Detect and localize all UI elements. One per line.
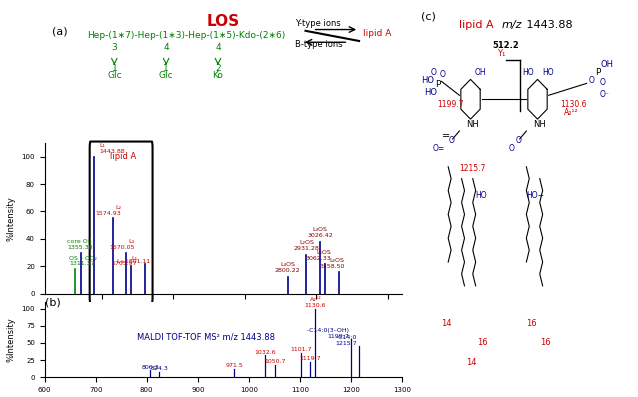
Text: 1: 1: [112, 64, 117, 73]
Text: OS – CO₂
1311.37: OS – CO₂ 1311.37: [69, 256, 97, 266]
Text: L₄OS
2800.22: L₄OS 2800.22: [275, 262, 300, 273]
Text: L₅
1705.97: L₅ 1705.97: [112, 256, 137, 266]
Text: L₄ 1801.11: L₄ 1801.11: [117, 258, 151, 264]
Text: 3: 3: [112, 43, 117, 52]
Text: 1199.7: 1199.7: [437, 100, 464, 109]
Text: m/z: m/z: [501, 20, 523, 30]
Y-axis label: %Intensity: %Intensity: [7, 196, 16, 241]
Text: L₃OS
3026.42: L₃OS 3026.42: [307, 227, 333, 237]
Text: 1119.7: 1119.7: [299, 357, 321, 361]
Text: (b): (b): [45, 297, 61, 307]
Text: lipid A: lipid A: [110, 152, 137, 161]
Text: –C14:0
1215.7: –C14:0 1215.7: [336, 335, 357, 346]
Text: Y-type ions: Y-type ions: [295, 19, 341, 28]
Text: P: P: [595, 68, 601, 77]
Text: 16: 16: [526, 318, 537, 328]
Text: 14: 14: [466, 358, 477, 367]
Text: O: O: [589, 76, 595, 85]
Text: 1050.7: 1050.7: [264, 359, 285, 364]
Text: lipid A: lipid A: [362, 29, 391, 38]
Text: L₅OS
3062.33: L₅OS 3062.33: [305, 250, 331, 261]
Text: =: =: [441, 131, 450, 141]
Text: Glc: Glc: [159, 71, 174, 80]
Text: Y₁
512.2: Y₁ 512.2: [0, 396, 1, 397]
Text: (c): (c): [421, 12, 436, 22]
Text: 16: 16: [540, 338, 551, 347]
Text: 4: 4: [215, 43, 221, 52]
Text: OH: OH: [600, 60, 613, 69]
Text: 824.3: 824.3: [150, 366, 168, 371]
Text: O: O: [439, 70, 445, 79]
Text: L₁
1443.88: L₁ 1443.88: [100, 143, 125, 154]
Text: HO: HO: [421, 76, 434, 85]
Text: 971.5: 971.5: [225, 363, 243, 368]
Text: 806.3: 806.3: [141, 364, 159, 370]
Text: (a): (a): [52, 27, 68, 37]
Text: O⁻: O⁻: [600, 90, 610, 99]
Y-axis label: %Intensity: %Intensity: [7, 317, 16, 362]
Text: OH: OH: [475, 68, 487, 77]
Text: 14: 14: [441, 318, 452, 328]
Text: core OS
1355.38: core OS 1355.38: [67, 239, 93, 250]
Text: 1101.7: 1101.7: [290, 347, 311, 353]
Text: lipid A: lipid A: [459, 20, 498, 30]
Text: L₂
1574.93: L₂ 1574.93: [95, 205, 121, 216]
Text: NH: NH: [466, 120, 478, 129]
Text: L₂OS
2931.28: L₂OS 2931.28: [293, 241, 319, 251]
Text: 1032.6: 1032.6: [255, 349, 276, 355]
Text: O: O: [515, 136, 521, 145]
Text: Hep-(1∗7)-Hep-(1∗3)-Hep-(1∗5)-Kdo-(2∗6): Hep-(1∗7)-Hep-(1∗3)-Hep-(1∗5)-Kdo-(2∗6): [87, 31, 286, 40]
Text: P: P: [434, 80, 440, 89]
Text: A₂¹²
1130.6: A₂¹² 1130.6: [305, 297, 326, 308]
Text: O: O: [448, 136, 454, 145]
Text: HO: HO: [542, 68, 554, 77]
Text: 1130.6: 1130.6: [560, 100, 586, 109]
Text: 1: 1: [163, 64, 169, 73]
Text: HO: HO: [522, 68, 533, 77]
Text: O: O: [430, 68, 436, 77]
Text: Ko: Ko: [212, 71, 223, 80]
Text: B-type ions: B-type ions: [295, 40, 343, 49]
Text: L₆OS
3158.50: L₆OS 3158.50: [319, 258, 345, 269]
Text: MALDI TOF-TOF MS² m/z 1443.88: MALDI TOF-TOF MS² m/z 1443.88: [137, 332, 274, 341]
Text: HO: HO: [475, 191, 487, 200]
Text: 512.2: 512.2: [493, 40, 519, 50]
Text: 4: 4: [163, 43, 169, 52]
Text: HO−: HO−: [526, 191, 544, 200]
Text: –C14:0(3–OH)
1199.7: –C14:0(3–OH) 1199.7: [306, 328, 349, 339]
X-axis label: Mass (m/z): Mass (m/z): [200, 315, 246, 324]
Text: 2: 2: [215, 64, 221, 73]
Text: O=: O=: [433, 144, 445, 153]
Text: LOS: LOS: [207, 14, 240, 29]
Text: 1443.88: 1443.88: [523, 20, 573, 30]
Text: 1215.7: 1215.7: [459, 164, 486, 173]
Text: HO: HO: [424, 88, 436, 97]
Text: 16: 16: [477, 338, 488, 347]
Text: A₂¹²: A₂¹²: [565, 108, 579, 117]
Text: L₃
1670.05: L₃ 1670.05: [109, 239, 135, 250]
Text: O: O: [600, 78, 606, 87]
Text: Y₁: Y₁: [498, 48, 506, 58]
Text: O: O: [508, 144, 514, 153]
Text: Glc: Glc: [107, 71, 122, 80]
Text: NH: NH: [533, 120, 545, 129]
